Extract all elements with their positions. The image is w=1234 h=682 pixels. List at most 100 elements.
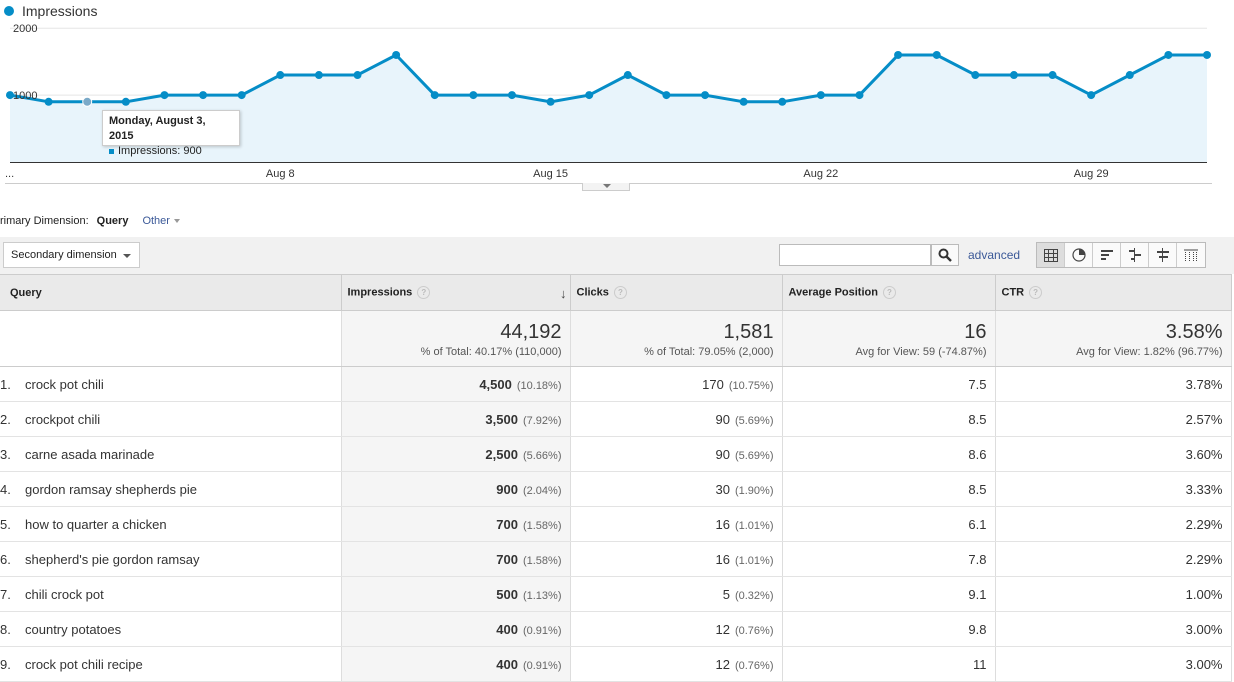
header-clicks[interactable]: Clicks? <box>570 274 783 311</box>
term-cloud-view-button[interactable] <box>1149 243 1177 267</box>
data-point[interactable] <box>1125 71 1134 80</box>
data-point[interactable] <box>469 91 478 100</box>
query-link[interactable]: crockpot chili <box>25 411 101 427</box>
secondary-dimension-dropdown[interactable]: Secondary dimension <box>3 242 140 268</box>
help-icon[interactable]: ? <box>613 286 627 299</box>
query-link[interactable]: crock pot chili <box>25 376 104 392</box>
query-cell[interactable]: 5. how to quarter a chicken <box>0 506 342 542</box>
data-point[interactable] <box>1203 50 1211 59</box>
data-point[interactable] <box>237 91 246 100</box>
table-row[interactable]: 4. gordon ramsay shepherds pie 900 (2.04%) 3… <box>0 471 1232 507</box>
table-row[interactable]: 6. shepherd's pie gordon ramsay 700 (1.58%)… <box>0 541 1232 577</box>
chart-points[interactable] <box>6 50 1211 107</box>
data-point[interactable] <box>160 91 169 100</box>
performance-view-button[interactable] <box>1093 243 1121 267</box>
data-point[interactable] <box>585 91 594 100</box>
help-icon[interactable]: ? <box>1029 286 1043 299</box>
impressions-cell: 400 (0.91%) <box>341 646 571 682</box>
table-row[interactable]: 7. chili crock pot 500 (1.13%) 5 (0.32%) 9.1 1.… <box>0 576 1232 612</box>
help-icon[interactable]: ? <box>417 286 431 299</box>
data-point[interactable] <box>1164 50 1173 59</box>
dimension-other-menu[interactable]: Other <box>142 215 180 227</box>
pie-view-icon <box>1071 248 1086 262</box>
data-point[interactable] <box>353 71 362 80</box>
ctr-value: 2.57% <box>1185 411 1223 427</box>
table-row[interactable]: 3. carne asada marinade 2,500 (5.66%) 90 (5.6… <box>0 436 1232 472</box>
totals-impressions-value: 44,192 <box>500 321 562 343</box>
impressions-value: 400 <box>496 656 518 672</box>
data-point[interactable] <box>392 50 401 59</box>
ctr-cell: 1.00% <box>995 576 1232 612</box>
data-point[interactable] <box>82 96 93 107</box>
header-impressions[interactable]: Impressions? ↓ <box>341 274 571 311</box>
query-link[interactable]: country potatoes <box>25 621 122 637</box>
query-cell[interactable]: 6. shepherd's pie gordon ramsay <box>0 541 342 577</box>
help-icon[interactable]: ? <box>882 286 896 299</box>
data-point[interactable] <box>894 50 903 59</box>
query-cell[interactable]: 2. crockpot chili <box>0 401 342 437</box>
data-point[interactable] <box>276 71 285 80</box>
data-point[interactable] <box>314 71 323 80</box>
header-ctr[interactable]: CTR? <box>995 274 1232 311</box>
clicks-percent: (0.76%) <box>734 659 774 672</box>
clicks-value: 12 <box>715 621 730 637</box>
query-link[interactable]: crock pot chili recipe <box>25 656 143 672</box>
data-point[interactable] <box>430 91 439 100</box>
query-cell[interactable]: 3. carne asada marinade <box>0 436 342 472</box>
header-impressions-label: Impressions <box>347 286 413 299</box>
query-link[interactable]: chili crock pot <box>25 586 104 602</box>
pivot-view-button[interactable] <box>1177 243 1205 267</box>
data-point[interactable] <box>623 71 632 80</box>
header-query[interactable]: Query <box>0 274 342 311</box>
chart-legend[interactable]: Impressions <box>4 3 97 19</box>
data-point[interactable] <box>855 91 864 100</box>
table-row[interactable]: 9. crock pot chili recipe 400 (0.91%) 12 (0.7… <box>0 646 1232 682</box>
data-point[interactable] <box>1048 71 1057 80</box>
table-view-button[interactable] <box>1037 243 1065 267</box>
comparison-view-button[interactable] <box>1121 243 1149 267</box>
dimension-query-selected[interactable]: Query <box>96 215 129 227</box>
data-point[interactable] <box>778 97 787 106</box>
query-cell[interactable]: 9. crock pot chili recipe <box>0 646 342 682</box>
table-row[interactable]: 2. crockpot chili 3,500 (7.92%) 90 (5.69%) 8.5… <box>0 401 1232 437</box>
query-cell[interactable]: 1. crock pot chili <box>0 366 342 402</box>
query-cell[interactable]: 7. chili crock pot <box>0 576 342 612</box>
header-average-position[interactable]: Average Position? <box>782 274 996 311</box>
data-point[interactable] <box>546 97 555 106</box>
impressions-line-chart[interactable]: 2000 1000... Aug 8 Aug 15 Aug 22 Aug 29 <box>0 20 1234 190</box>
impressions-cell: 400 (0.91%) <box>341 611 571 647</box>
data-point[interactable] <box>701 91 710 100</box>
data-point[interactable] <box>44 97 53 106</box>
data-point[interactable] <box>1087 91 1096 100</box>
query-link[interactable]: how to quarter a chicken <box>25 516 167 532</box>
data-point[interactable] <box>816 91 825 100</box>
query-link[interactable]: gordon ramsay shepherds pie <box>25 481 197 497</box>
data-point[interactable] <box>971 71 980 80</box>
header-query-label: Query <box>10 286 42 299</box>
advanced-filter-link[interactable]: advanced <box>968 248 1021 262</box>
query-cell[interactable]: 4. gordon ramsay shepherds pie <box>0 471 342 507</box>
chart-collapse-handle[interactable] <box>582 183 630 191</box>
pie-view-button[interactable] <box>1065 243 1093 267</box>
average-position-cell: 9.8 <box>782 611 996 647</box>
data-point[interactable] <box>1009 71 1018 80</box>
impressions-percent: (5.66%) <box>522 449 562 462</box>
table-row[interactable]: 5. how to quarter a chicken 700 (1.58%) 16 (1… <box>0 506 1232 542</box>
search-button[interactable] <box>931 244 959 266</box>
clicks-percent: (1.90%) <box>734 484 774 497</box>
table-row[interactable]: 1. crock pot chili 4,500 (10.18%) 170 (10.75%… <box>0 366 1232 402</box>
table-search-input[interactable] <box>779 244 931 266</box>
data-point[interactable] <box>6 91 14 100</box>
data-point[interactable] <box>739 97 748 106</box>
data-point[interactable] <box>121 97 130 106</box>
table-row[interactable]: 8. country potatoes 400 (0.91%) 12 (0.76%) 9.8… <box>0 611 1232 647</box>
data-point[interactable] <box>662 91 671 100</box>
data-point[interactable] <box>199 91 208 100</box>
query-link[interactable]: carne asada marinade <box>25 446 155 462</box>
data-point[interactable] <box>507 91 516 100</box>
query-cell[interactable]: 8. country potatoes <box>0 611 342 647</box>
query-link[interactable]: shepherd's pie gordon ramsay <box>25 551 200 567</box>
impressions-value: 400 <box>496 621 518 637</box>
data-point[interactable] <box>932 50 941 59</box>
impressions-value: 700 <box>496 551 518 567</box>
